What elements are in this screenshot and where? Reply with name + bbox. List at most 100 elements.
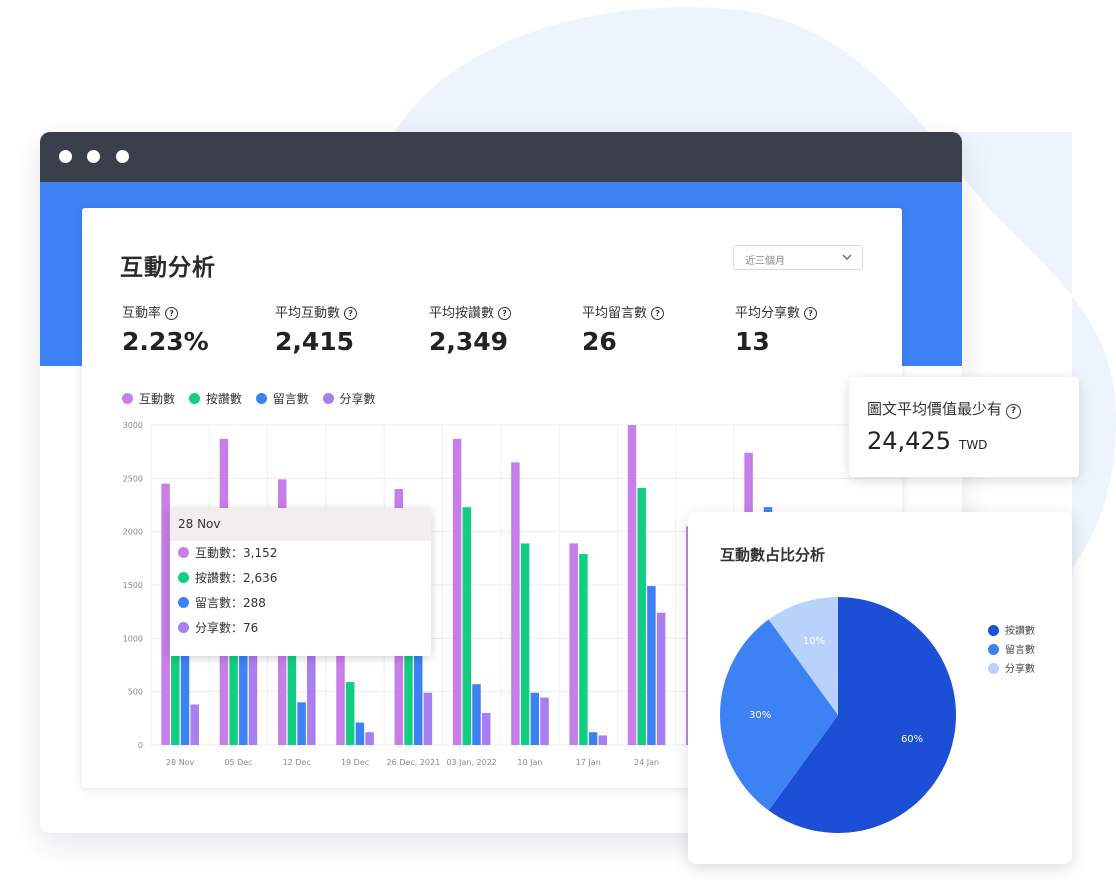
avg-value-number: 24,425	[867, 427, 951, 455]
bar[interactable]	[472, 684, 481, 745]
window-dot-icon	[59, 150, 72, 163]
bar[interactable]	[345, 682, 355, 745]
bar[interactable]	[404, 569, 413, 745]
tooltip-row-interactions: 互動數：3,152	[178, 541, 431, 566]
y-tick-label: 3000	[123, 421, 143, 430]
tooltip-dot	[178, 597, 189, 608]
tooltip-text: 按讚數：2,636	[195, 571, 278, 585]
bar[interactable]	[239, 638, 248, 745]
legend-label: 按讚數	[1005, 626, 1035, 637]
bar[interactable]	[287, 633, 297, 745]
kpi-label: 平均按讚數	[429, 306, 495, 321]
pie-legend-item-comments[interactable]: 留言數	[988, 644, 1035, 663]
kpi-label: 平均互動數	[275, 306, 341, 321]
avg-value-card: 圖文平均價值最少有? 24,425 TWD	[849, 377, 1079, 477]
bar[interactable]	[452, 438, 462, 745]
pie-legend-item-likes[interactable]: 按讚數	[988, 625, 1035, 644]
bar[interactable]	[627, 425, 637, 745]
y-tick-label: 2000	[123, 528, 143, 537]
pie-chart: 60% 30% 10%	[720, 597, 956, 833]
question-icon[interactable]: ?	[804, 307, 818, 320]
bar[interactable]	[530, 692, 540, 745]
bar[interactable]	[423, 692, 433, 745]
pie-chart-title: 互動數占比分析	[720, 546, 826, 564]
window-dot-icon	[87, 150, 100, 163]
bar[interactable]	[229, 601, 238, 745]
bar[interactable]	[171, 606, 180, 745]
legend-item-interactions[interactable]: 互動數	[122, 390, 175, 407]
question-icon[interactable]: ?	[344, 307, 358, 320]
pie-slice[interactable]	[720, 619, 838, 811]
pie-slice[interactable]	[768, 597, 956, 833]
legend-dot	[122, 393, 133, 404]
pie-legend-item-shares[interactable]: 分享數	[988, 663, 1035, 682]
bar[interactable]	[161, 483, 170, 745]
question-icon[interactable]: ?	[498, 307, 512, 320]
bar[interactable]	[462, 507, 472, 745]
kpi-label: 平均分享數	[735, 306, 801, 321]
kpi-avg-shares: 平均分享數? 13	[735, 302, 818, 356]
question-icon[interactable]: ?	[1006, 404, 1022, 419]
x-tick-label: 24 Jan	[634, 758, 659, 767]
bar[interactable]	[647, 586, 656, 745]
bar[interactable]	[569, 543, 578, 745]
bar[interactable]	[307, 638, 316, 745]
y-tick-label: 1000	[123, 634, 143, 643]
legend-label: 留言數	[1005, 645, 1035, 656]
x-tick-label: 17 Jan	[576, 758, 601, 767]
legend-item-comments[interactable]: 留言數	[255, 390, 309, 407]
bar[interactable]	[180, 629, 190, 745]
bar[interactable]	[520, 543, 530, 745]
bar[interactable]	[365, 732, 374, 745]
kpi-value: 2.23%	[122, 327, 209, 356]
legend-dot	[322, 393, 334, 404]
chart-tooltip: 28 Nov 互動數：3,152 按讚數：2,636 留言數：288 分享數：7…	[170, 508, 431, 656]
legend-label: 分享數	[1005, 664, 1035, 675]
bar[interactable]	[656, 612, 666, 745]
kpi-engagement-rate: 互動率? 2.23%	[122, 302, 209, 356]
tooltip-dot	[178, 547, 189, 558]
bar[interactable]	[297, 702, 306, 745]
tooltip-text: 留言數：288	[195, 596, 266, 610]
pie-slice[interactable]	[768, 597, 838, 715]
legend-label: 互動數	[139, 392, 176, 406]
bar[interactable]	[336, 585, 345, 745]
window-dot-icon	[116, 150, 129, 163]
x-tick-label: 28 Nov	[166, 758, 195, 767]
bar[interactable]	[637, 487, 646, 745]
bar[interactable]	[481, 713, 491, 745]
bar[interactable]	[579, 554, 588, 745]
bar[interactable]	[413, 643, 423, 745]
legend-dot	[255, 393, 267, 404]
pie-slice-label: 30%	[749, 710, 771, 721]
legend-item-shares[interactable]: 分享數	[322, 390, 376, 407]
y-tick-label: 2500	[123, 474, 143, 483]
tooltip-row-likes: 按讚數：2,636	[178, 566, 431, 591]
y-tick-label: 0	[138, 741, 143, 750]
kpi-avg-interactions: 平均互動數? 2,415	[275, 302, 358, 356]
kpi-value: 2,349	[429, 327, 509, 356]
bar[interactable]	[540, 697, 549, 745]
kpi-avg-likes: 平均按讚數? 2,349	[429, 302, 512, 356]
legend-dot	[188, 393, 200, 404]
legend-dot	[988, 625, 999, 636]
y-tick-label: 1500	[123, 581, 143, 590]
chart-legend: 互動數 按讚數 留言數 分享數	[122, 390, 386, 407]
question-icon[interactable]: ?	[651, 307, 665, 320]
date-range-select[interactable]: 近三個月	[733, 245, 863, 270]
bar[interactable]	[588, 732, 598, 745]
kpi-avg-comments: 平均留言數? 26	[582, 302, 665, 356]
window-titlebar	[40, 132, 962, 182]
kpi-label: 互動率	[122, 306, 162, 321]
bar[interactable]	[598, 735, 608, 745]
tooltip-text: 分享數：76	[195, 621, 259, 635]
bar[interactable]	[355, 722, 365, 745]
legend-item-likes[interactable]: 按讚數	[188, 390, 242, 407]
bar[interactable]	[248, 629, 258, 745]
bar[interactable]	[511, 462, 520, 745]
bar[interactable]	[190, 704, 199, 745]
question-icon[interactable]: ?	[165, 307, 179, 320]
legend-label: 分享數	[339, 392, 376, 406]
x-tick-label: 05 Dec	[224, 758, 252, 767]
